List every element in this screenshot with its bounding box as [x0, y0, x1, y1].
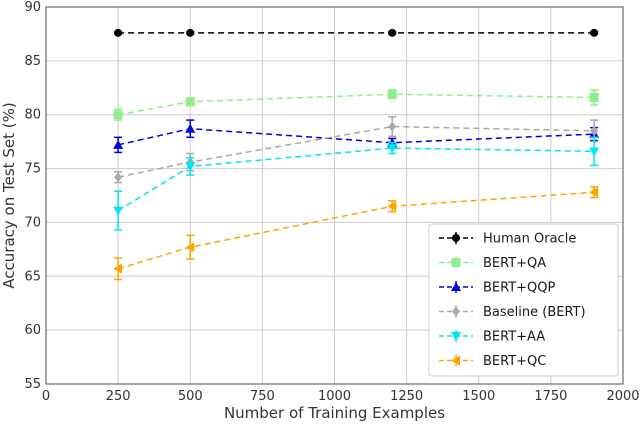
legend-marker — [451, 355, 460, 366]
legend-item: BERT+QA — [439, 256, 546, 271]
x-tick-label: 1250 — [390, 389, 423, 404]
x-tick-label: 0 — [42, 389, 50, 404]
legend-label: BERT+AA — [483, 330, 545, 345]
legend-item: Human Oracle — [439, 232, 576, 247]
legend-item: BERT+QQP — [439, 281, 556, 296]
x-axis-title: Number of Training Examples — [224, 404, 445, 422]
data-point — [113, 110, 123, 120]
legend: Human Oracle BERT+QA BERT+QQP Baseline (BER… — [428, 223, 619, 377]
legend-marker — [451, 282, 461, 291]
legend-item: Baseline (BERT) — [439, 305, 586, 320]
legend-label: BERT+QC — [483, 354, 546, 369]
data-point — [589, 92, 599, 102]
series-human-oracle — [114, 28, 599, 37]
data-point — [113, 139, 124, 149]
x-tick-label: 1000 — [318, 389, 351, 404]
legend-item: BERT+QC — [439, 354, 546, 369]
series-line — [117, 127, 595, 146]
series-line — [117, 147, 595, 212]
x-tick-label: 250 — [106, 389, 131, 404]
data-point — [589, 187, 599, 198]
data-point — [113, 206, 124, 216]
y-tick-label: 90 — [24, 0, 41, 15]
legend-box — [428, 223, 619, 377]
x-tick-label: 1500 — [462, 389, 495, 404]
data-point — [186, 28, 195, 37]
legend-label: BERT+QA — [483, 256, 546, 271]
x-tick-label: 1750 — [534, 389, 567, 404]
y-tick-label: 60 — [24, 323, 41, 338]
series-line — [117, 93, 595, 116]
data-point — [185, 123, 196, 133]
y-tick-label: 75 — [24, 162, 41, 177]
legend-marker — [451, 332, 461, 341]
series-layer — [113, 28, 600, 281]
data-point — [589, 147, 600, 157]
y-tick-label: 55 — [24, 377, 41, 392]
data-point — [387, 201, 397, 212]
data-point — [388, 121, 397, 132]
x-tick-label: 750 — [250, 389, 275, 404]
series-bert-aa — [113, 136, 600, 231]
data-point — [185, 162, 196, 172]
legend-item: BERT+AA — [439, 330, 545, 345]
legend-marker — [452, 306, 460, 317]
y-tick-label: 85 — [24, 54, 41, 69]
y-tick-label: 70 — [24, 215, 41, 230]
data-point — [185, 97, 195, 107]
legend-label: BERT+QQP — [483, 281, 556, 296]
data-point — [590, 125, 599, 136]
legend-marker — [451, 258, 461, 267]
x-tick-label: 2000 — [606, 389, 639, 404]
data-point — [114, 172, 123, 183]
data-point — [185, 242, 195, 253]
series-line — [117, 191, 595, 270]
series-bert-qa — [113, 89, 599, 121]
legend-label: Human Oracle — [483, 232, 576, 247]
x-tick-label: 500 — [178, 389, 203, 404]
y-axis-title: Accuracy on Test Set (%) — [0, 102, 18, 288]
y-tick-label: 65 — [24, 269, 41, 284]
data-point — [114, 28, 123, 37]
data-point — [113, 263, 123, 274]
series-bert-qqp — [113, 119, 600, 154]
data-point — [388, 28, 397, 37]
legend-marker — [452, 234, 460, 242]
data-point — [387, 144, 398, 154]
series-bert-qc — [113, 186, 599, 281]
data-point — [590, 28, 599, 37]
axis-ticks: 0 250 500 750 1000 1250 1500 1750 2000 55 60 65 70 75… — [24, 0, 639, 404]
y-tick-label: 80 — [24, 108, 41, 123]
legend-label: Baseline (BERT) — [483, 305, 586, 320]
data-point — [387, 89, 397, 99]
plot-frame — [45, 6, 624, 385]
